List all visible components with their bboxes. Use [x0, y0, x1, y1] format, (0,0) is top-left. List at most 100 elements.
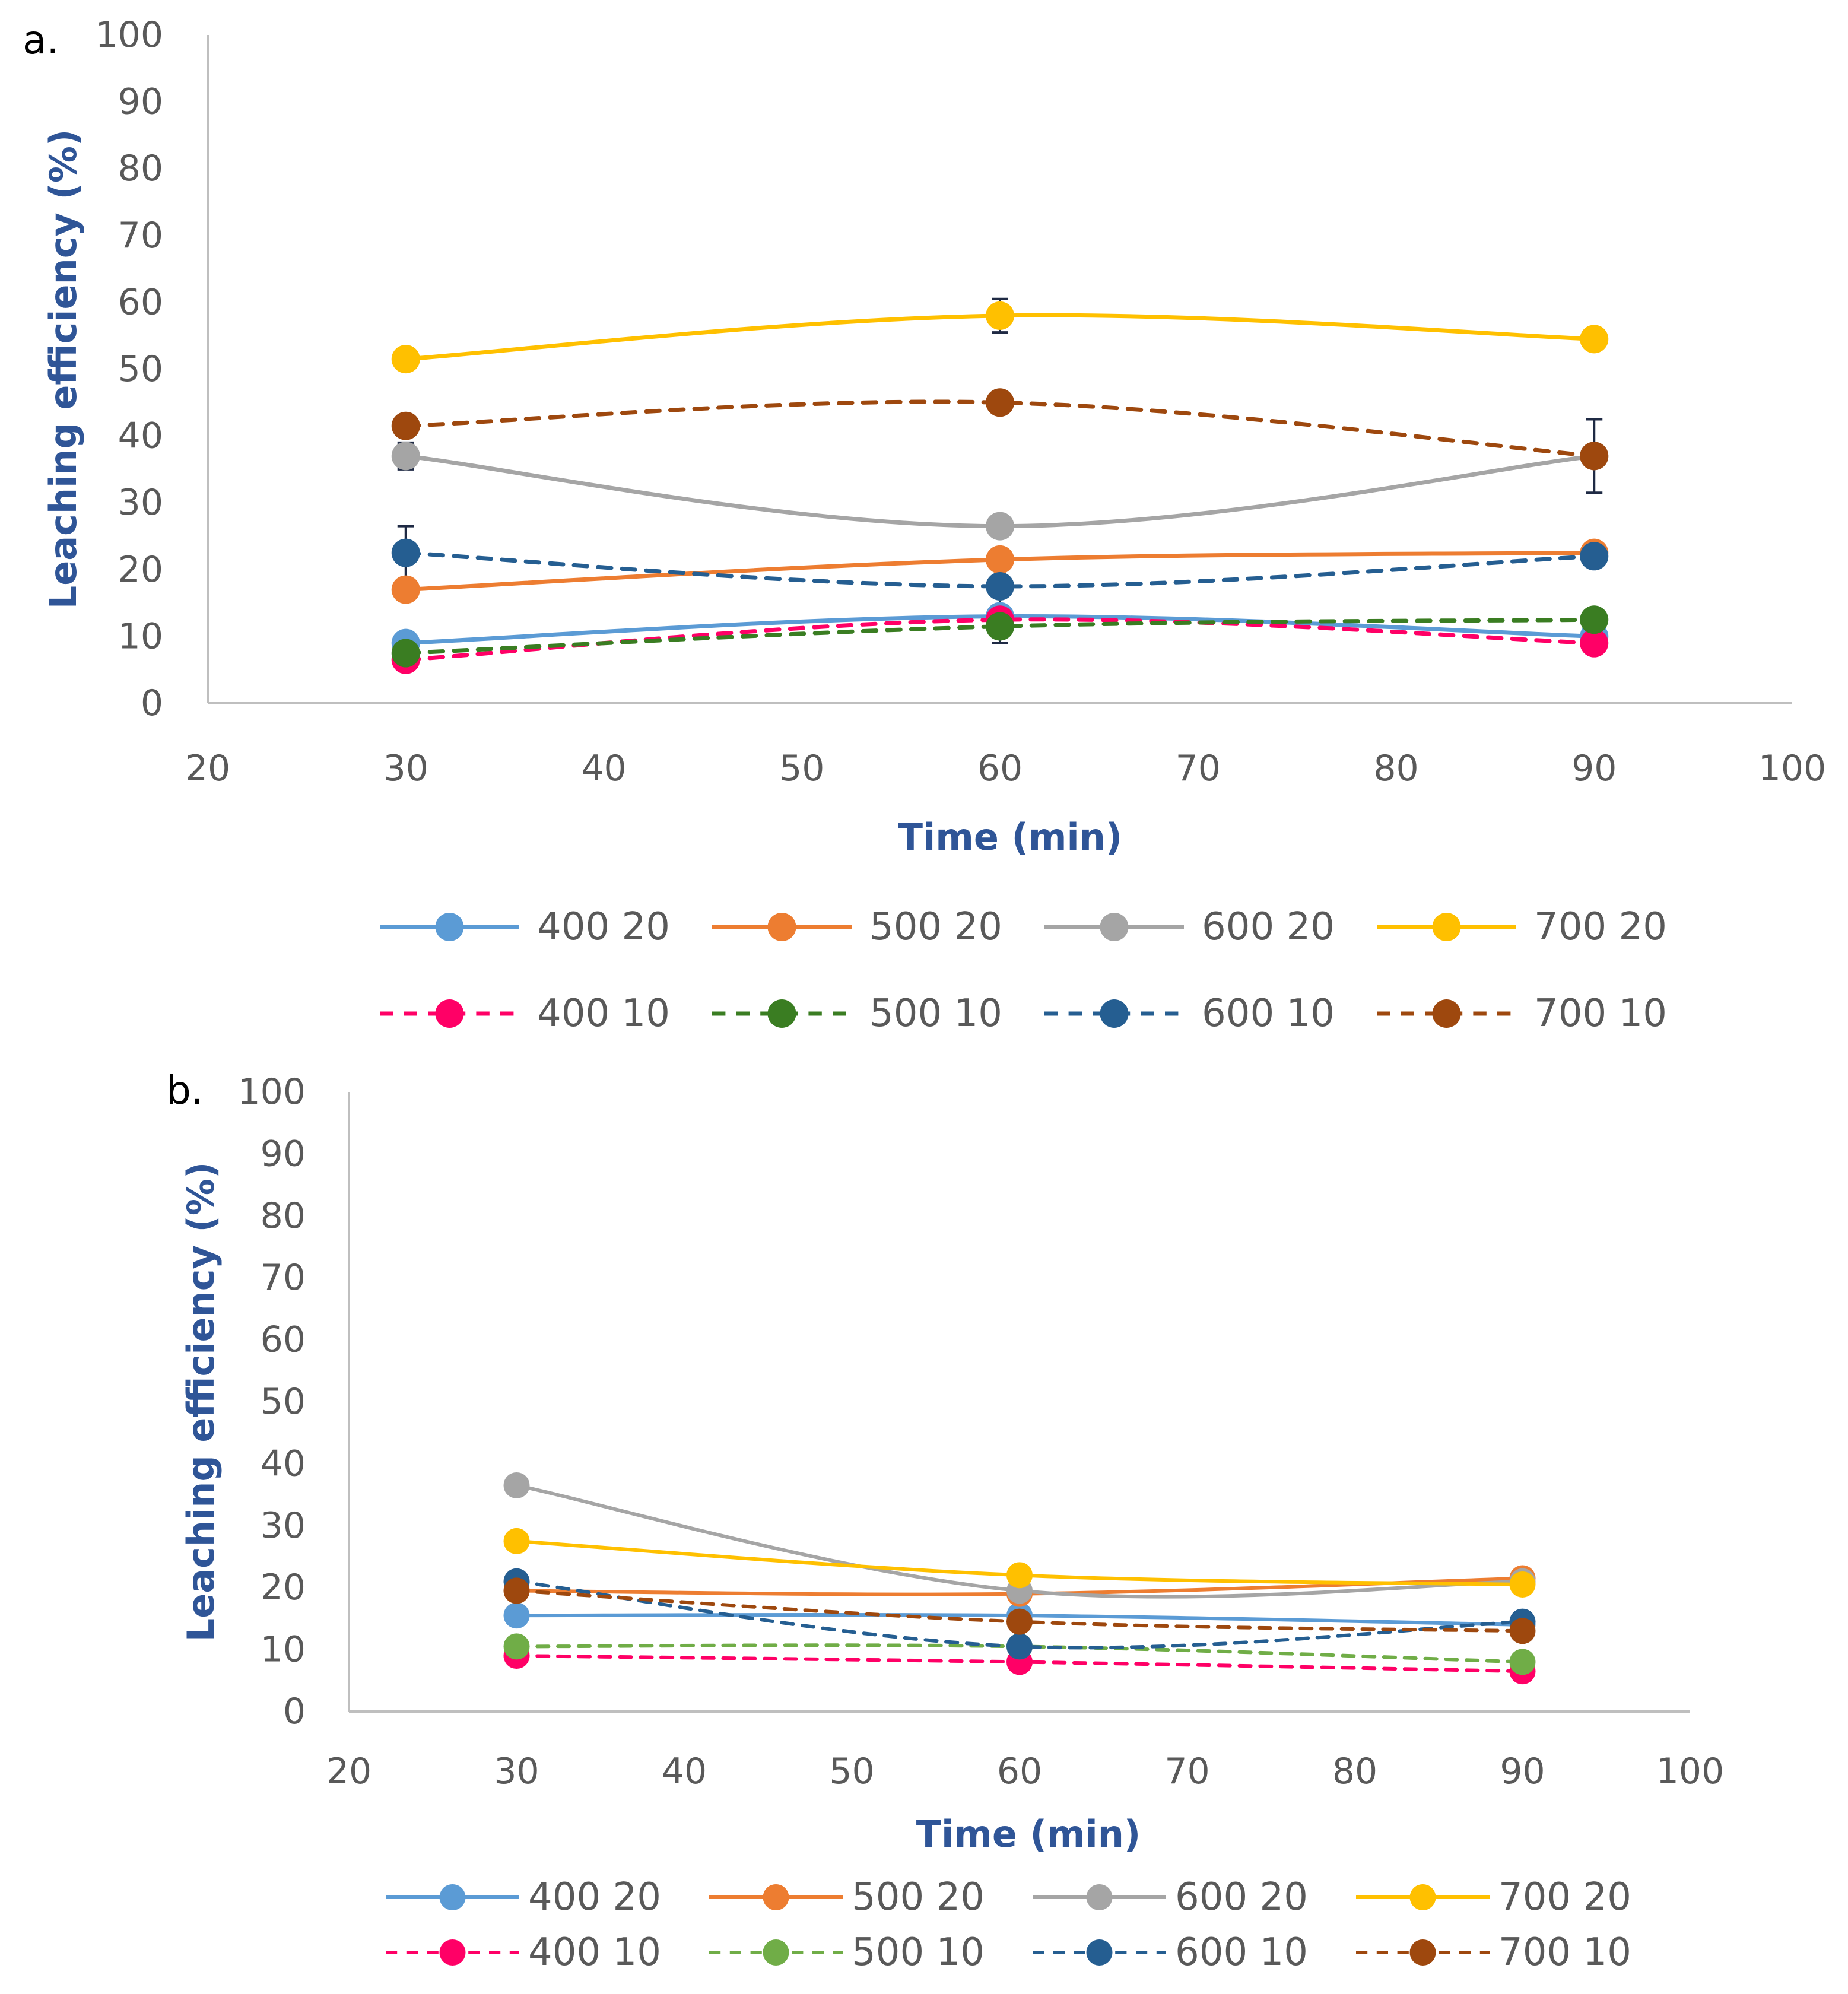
legend-marker-500-20	[767, 913, 796, 941]
data-point-700-20	[391, 345, 420, 374]
y-tick-label: 100	[237, 1071, 306, 1113]
data-point-600-20	[503, 1472, 530, 1498]
panel-label: b.	[166, 1068, 204, 1113]
legend-label: 600 10	[1202, 992, 1335, 1036]
data-point-500-10	[1580, 605, 1609, 634]
x-tick-label: 20	[185, 748, 230, 789]
panel-b: 0 10 20 30 40 50 60 70 80 90 100 20 30 40 50 60 70 80 90 10…	[166, 1068, 1724, 1974]
y-tick-label: 0	[283, 1691, 306, 1732]
data-point-500-10	[1509, 1649, 1536, 1675]
y-tick-label: 40	[261, 1443, 306, 1484]
series-line-500-10	[404, 617, 1596, 656]
x-tick-label: 30	[383, 748, 428, 789]
y-tick-label: 90	[118, 81, 163, 123]
data-point-600-20	[391, 442, 420, 471]
x-tick-label: 30	[494, 1751, 539, 1792]
data-point-700-10	[1509, 1618, 1536, 1644]
x-tick-label: 40	[581, 748, 626, 789]
x-tick-label: 50	[779, 748, 824, 789]
legend-label: 700 20	[1498, 1875, 1631, 1919]
x-tick-label: 60	[977, 748, 1023, 789]
legend-label: 400 10	[537, 992, 670, 1036]
legend-marker-400-20	[439, 1884, 466, 1910]
legend-marker-600-20	[1100, 913, 1129, 941]
legend-marker-600-10	[1100, 999, 1129, 1028]
x-tick-label: 20	[326, 1751, 371, 1792]
legend-label: 700 10	[1534, 992, 1667, 1036]
x-tick-label: 50	[829, 1751, 874, 1792]
data-point-700-10	[1006, 1608, 1033, 1635]
legend-marker-500-10	[763, 1939, 789, 1966]
y-tick-label: 0	[141, 682, 163, 724]
legend-label: 600 20	[1202, 905, 1335, 949]
data-point-700-10	[1580, 442, 1609, 471]
x-tick-label: 40	[662, 1751, 707, 1792]
legend-label: 400 20	[528, 1875, 661, 1919]
x-tick-label: 70	[1176, 748, 1221, 789]
series-line-700-10	[404, 399, 1596, 458]
x-tick-label: 100	[1758, 748, 1827, 789]
y-tick-label: 50	[118, 348, 163, 390]
legend-marker-700-10	[1432, 999, 1461, 1028]
legend-label: 600 20	[1175, 1875, 1308, 1919]
y-tick-label: 10	[118, 615, 163, 657]
legend-marker-700-10	[1409, 1939, 1436, 1966]
data-point-500-20	[391, 575, 420, 604]
y-tick-label: 20	[118, 549, 163, 590]
legend-label: 500 10	[869, 992, 1002, 1036]
data-point-400-20	[503, 1602, 530, 1629]
y-tick-label: 30	[261, 1505, 306, 1547]
y-axis-title: Leaching efficiency (%)	[179, 1162, 223, 1642]
legend-marker-400-10	[435, 999, 464, 1028]
legend-marker-700-20	[1432, 913, 1461, 941]
y-tick-label: 60	[118, 281, 163, 323]
x-axis-title: Time (min)	[898, 815, 1122, 859]
x-tick-label: 90	[1571, 748, 1617, 789]
data-point-600-10	[986, 571, 1014, 601]
y-tick-label: 80	[261, 1195, 306, 1237]
legend-label: 500 20	[852, 1875, 985, 1919]
legend-marker-600-10	[1086, 1939, 1113, 1966]
data-point-500-10	[986, 612, 1014, 641]
legend-label: 700 20	[1534, 905, 1667, 949]
legend-label: 500 20	[869, 905, 1002, 949]
data-point-600-10	[1006, 1633, 1033, 1660]
data-point-700-20	[986, 301, 1014, 330]
legend-label: 700 10	[1498, 1931, 1631, 1974]
series-line-600-10	[404, 551, 1596, 589]
data-point-600-20	[986, 512, 1014, 541]
legend-marker-600-20	[1086, 1884, 1113, 1910]
x-tick-label: 60	[997, 1751, 1042, 1792]
data-point-700-20	[1006, 1562, 1033, 1589]
panel-a: 0 10 20 30 40 50 60 70 80 90 100 20 30 40 50 60 70 80 90 10…	[23, 14, 1826, 1036]
x-tick-label: 100	[1656, 1751, 1725, 1792]
legend-label: 600 10	[1175, 1931, 1308, 1974]
data-point-600-10	[1580, 542, 1609, 571]
y-tick-label: 10	[261, 1629, 306, 1671]
data-point-700-10	[986, 388, 1014, 417]
data-point-700-10	[391, 411, 420, 440]
data-point-500-20	[986, 545, 1014, 574]
legend-label: 400 20	[537, 905, 670, 949]
data-point-700-10	[503, 1577, 530, 1604]
x-tick-label: 80	[1373, 748, 1418, 789]
y-tick-label: 30	[118, 482, 163, 523]
x-tick-label: 70	[1164, 1751, 1209, 1792]
data-point-500-10	[391, 639, 420, 668]
y-tick-label: 60	[261, 1319, 306, 1361]
legend-marker-500-10	[767, 999, 796, 1028]
legend-marker-700-20	[1409, 1884, 1436, 1910]
panel-label: a.	[23, 17, 59, 63]
y-tick-label: 40	[118, 415, 163, 457]
legend-label: 500 10	[852, 1931, 985, 1974]
data-point-700-20	[1580, 325, 1609, 354]
x-tick-label: 80	[1332, 1751, 1377, 1792]
y-axis-title: Leaching efficiency (%)	[42, 129, 85, 609]
legend-label: 400 10	[528, 1931, 661, 1974]
y-tick-label: 20	[261, 1567, 306, 1608]
y-tick-label: 70	[261, 1257, 306, 1298]
x-axis-title: Time (min)	[916, 1812, 1141, 1856]
data-point-500-10	[503, 1633, 530, 1660]
legend-marker-400-10	[439, 1939, 466, 1966]
